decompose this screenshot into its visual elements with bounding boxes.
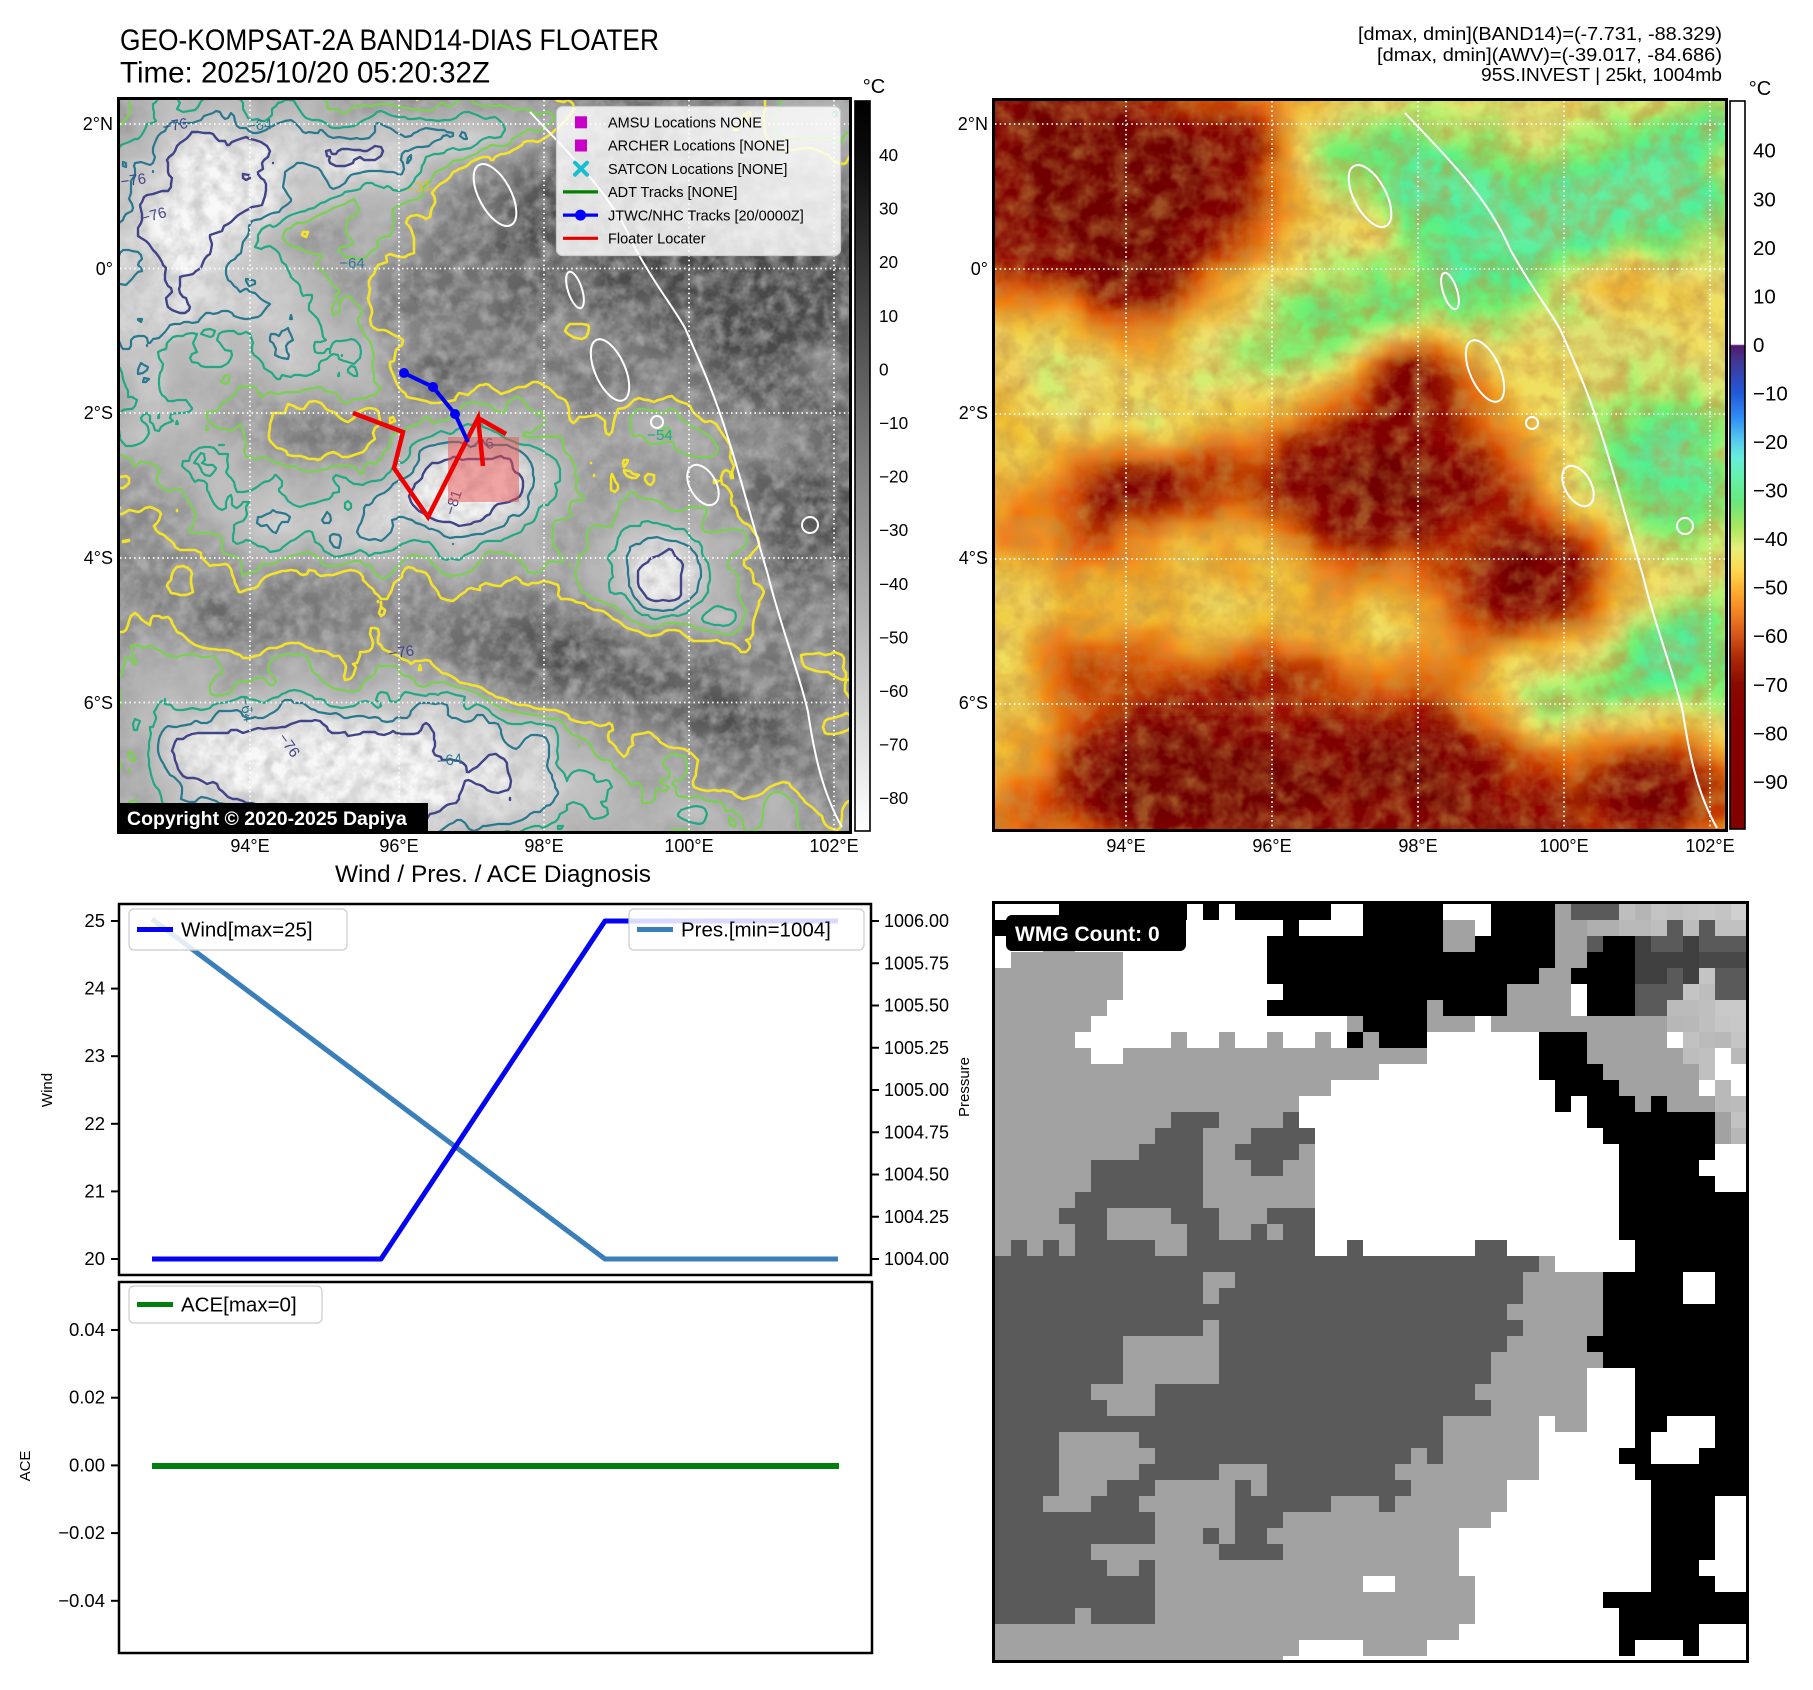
svg-text:−40: −40 [1753,528,1788,551]
svg-text:40: 40 [1753,140,1776,163]
svg-text:21: 21 [84,1180,105,1201]
svg-text:Pres.[min=1004]: Pres.[min=1004] [681,919,831,942]
svg-text:6°S: 6°S [959,693,988,713]
svg-text:1004.50: 1004.50 [884,1165,949,1185]
svg-text:−64: −64 [246,116,273,135]
svg-text:94°E: 94°E [230,836,269,856]
svg-text:0.02: 0.02 [69,1387,105,1408]
svg-text:JTWC/NHC Tracks [20/0000Z]: JTWC/NHC Tracks [20/0000Z] [608,208,804,224]
svg-text:−0.02: −0.02 [58,1522,105,1543]
svg-text:−80: −80 [1753,722,1788,745]
svg-text:1005.75: 1005.75 [884,953,949,973]
svg-text:ACE[max=0]: ACE[max=0] [181,1294,297,1317]
svg-text:−30: −30 [1753,480,1788,503]
svg-text:1005.00: 1005.00 [884,1080,949,1100]
svg-text:20: 20 [1753,237,1776,260]
svg-text:1004.75: 1004.75 [884,1122,949,1142]
svg-text:−76: −76 [120,170,148,190]
svg-text:AMSU Locations NONE: AMSU Locations NONE [608,116,762,132]
svg-text:−54: −54 [647,427,672,444]
svg-text:96°E: 96°E [1252,836,1291,856]
svg-text:WMG Count: 0: WMG Count: 0 [1015,923,1160,946]
svg-text:20: 20 [84,1248,105,1269]
svg-text:0°: 0° [971,259,988,279]
svg-text:23: 23 [84,1045,105,1066]
svg-text:Copyright © 2020-2025 Dapiya: Copyright © 2020-2025 Dapiya [127,808,407,830]
svg-text:−40: −40 [879,574,908,594]
svg-text:−30: −30 [879,520,908,540]
svg-text:0.04: 0.04 [69,1319,105,1340]
svg-text:−90: −90 [1753,771,1788,794]
svg-text:−20: −20 [1753,431,1788,454]
svg-text:−0.04: −0.04 [58,1590,105,1611]
svg-text:°C: °C [863,76,885,98]
svg-text:30: 30 [879,199,898,219]
svg-text:−50: −50 [879,627,908,647]
svg-text:−76: −76 [161,115,189,136]
svg-text:−64: −64 [339,255,364,272]
svg-text:Pressure: Pressure [956,1057,973,1117]
svg-text:−50: −50 [1753,577,1788,600]
svg-text:25: 25 [84,910,105,931]
svg-text:−10: −10 [879,413,908,433]
svg-text:95S.INVEST | 25kt, 1004mb: 95S.INVEST | 25kt, 1004mb [1481,64,1722,85]
svg-text:6°S: 6°S [84,693,113,713]
svg-text:−60: −60 [1753,625,1788,648]
svg-text:1006.00: 1006.00 [884,911,949,931]
svg-text:−76: −76 [388,642,416,662]
svg-text:0.00: 0.00 [69,1454,105,1475]
svg-text:98°E: 98°E [1398,836,1437,856]
svg-text:[dmax, dmin](BAND14)=(-7.731,: [dmax, dmin](BAND14)=(-7.731, -88.329) [1358,23,1722,44]
svg-text:−76: −76 [139,204,168,227]
svg-text:−20: −20 [879,467,908,487]
svg-text:22: 22 [84,1113,105,1134]
svg-text:40: 40 [879,145,898,165]
svg-text:1004.00: 1004.00 [884,1249,949,1269]
svg-text:100°E: 100°E [664,836,713,856]
svg-text:ARCHER Locations [NONE]: ARCHER Locations [NONE] [608,139,789,155]
svg-text:30: 30 [1753,188,1776,211]
svg-text:4°S: 4°S [959,548,988,568]
svg-text:−70: −70 [879,735,908,755]
svg-text:102°E: 102°E [809,836,858,856]
svg-text:20: 20 [879,252,898,272]
svg-text:−31: −31 [405,177,433,199]
svg-text:Floater Locater: Floater Locater [608,232,706,248]
svg-text:1005.50: 1005.50 [884,996,949,1016]
svg-text:2°N: 2°N [958,114,988,134]
svg-text:0: 0 [879,359,889,379]
svg-text:[dmax, dmin](AWV)=(-39.017, -8: [dmax, dmin](AWV)=(-39.017, -84.686) [1377,44,1722,65]
svg-text:GEO-KOMPSAT-2A BAND14-DIAS FLO: GEO-KOMPSAT-2A BAND14-DIAS FLOATER [120,24,659,57]
svg-text:−64: −64 [436,751,463,771]
svg-text:−70: −70 [1753,674,1788,697]
svg-text:SATCON Locations [NONE]: SATCON Locations [NONE] [608,162,787,178]
svg-text:1005.25: 1005.25 [884,1038,949,1058]
svg-text:0: 0 [1753,334,1764,357]
svg-text:−60: −60 [879,681,908,701]
svg-text:4°S: 4°S [84,548,113,568]
svg-text:Wind / Pres. / ACE Diagnosis: Wind / Pres. / ACE Diagnosis [335,861,651,888]
svg-text:−80: −80 [879,788,908,808]
svg-text:Time: 2025/10/20 05:20:32Z: Time: 2025/10/20 05:20:32Z [120,57,490,90]
svg-text:ACE: ACE [17,1451,34,1482]
svg-text:102°E: 102°E [1685,836,1734,856]
svg-text:94°E: 94°E [1106,836,1145,856]
svg-text:100°E: 100°E [1539,836,1588,856]
svg-text:2°S: 2°S [84,403,113,423]
svg-text:96°E: 96°E [379,836,418,856]
svg-text:ADT Tracks [NONE]: ADT Tracks [NONE] [608,185,737,201]
svg-text:Wind[max=25]: Wind[max=25] [181,919,313,942]
svg-text:98°E: 98°E [524,836,563,856]
svg-text:Wind: Wind [39,1073,56,1107]
svg-text:−10: −10 [1753,382,1788,405]
svg-text:2°N: 2°N [83,114,113,134]
svg-text:0°: 0° [96,259,113,279]
svg-text:24: 24 [84,978,105,999]
svg-text:10: 10 [879,306,898,326]
svg-text:°C: °C [1749,78,1771,100]
svg-text:2°S: 2°S [959,403,988,423]
svg-text:10: 10 [1753,285,1776,308]
svg-text:1004.25: 1004.25 [884,1207,949,1227]
